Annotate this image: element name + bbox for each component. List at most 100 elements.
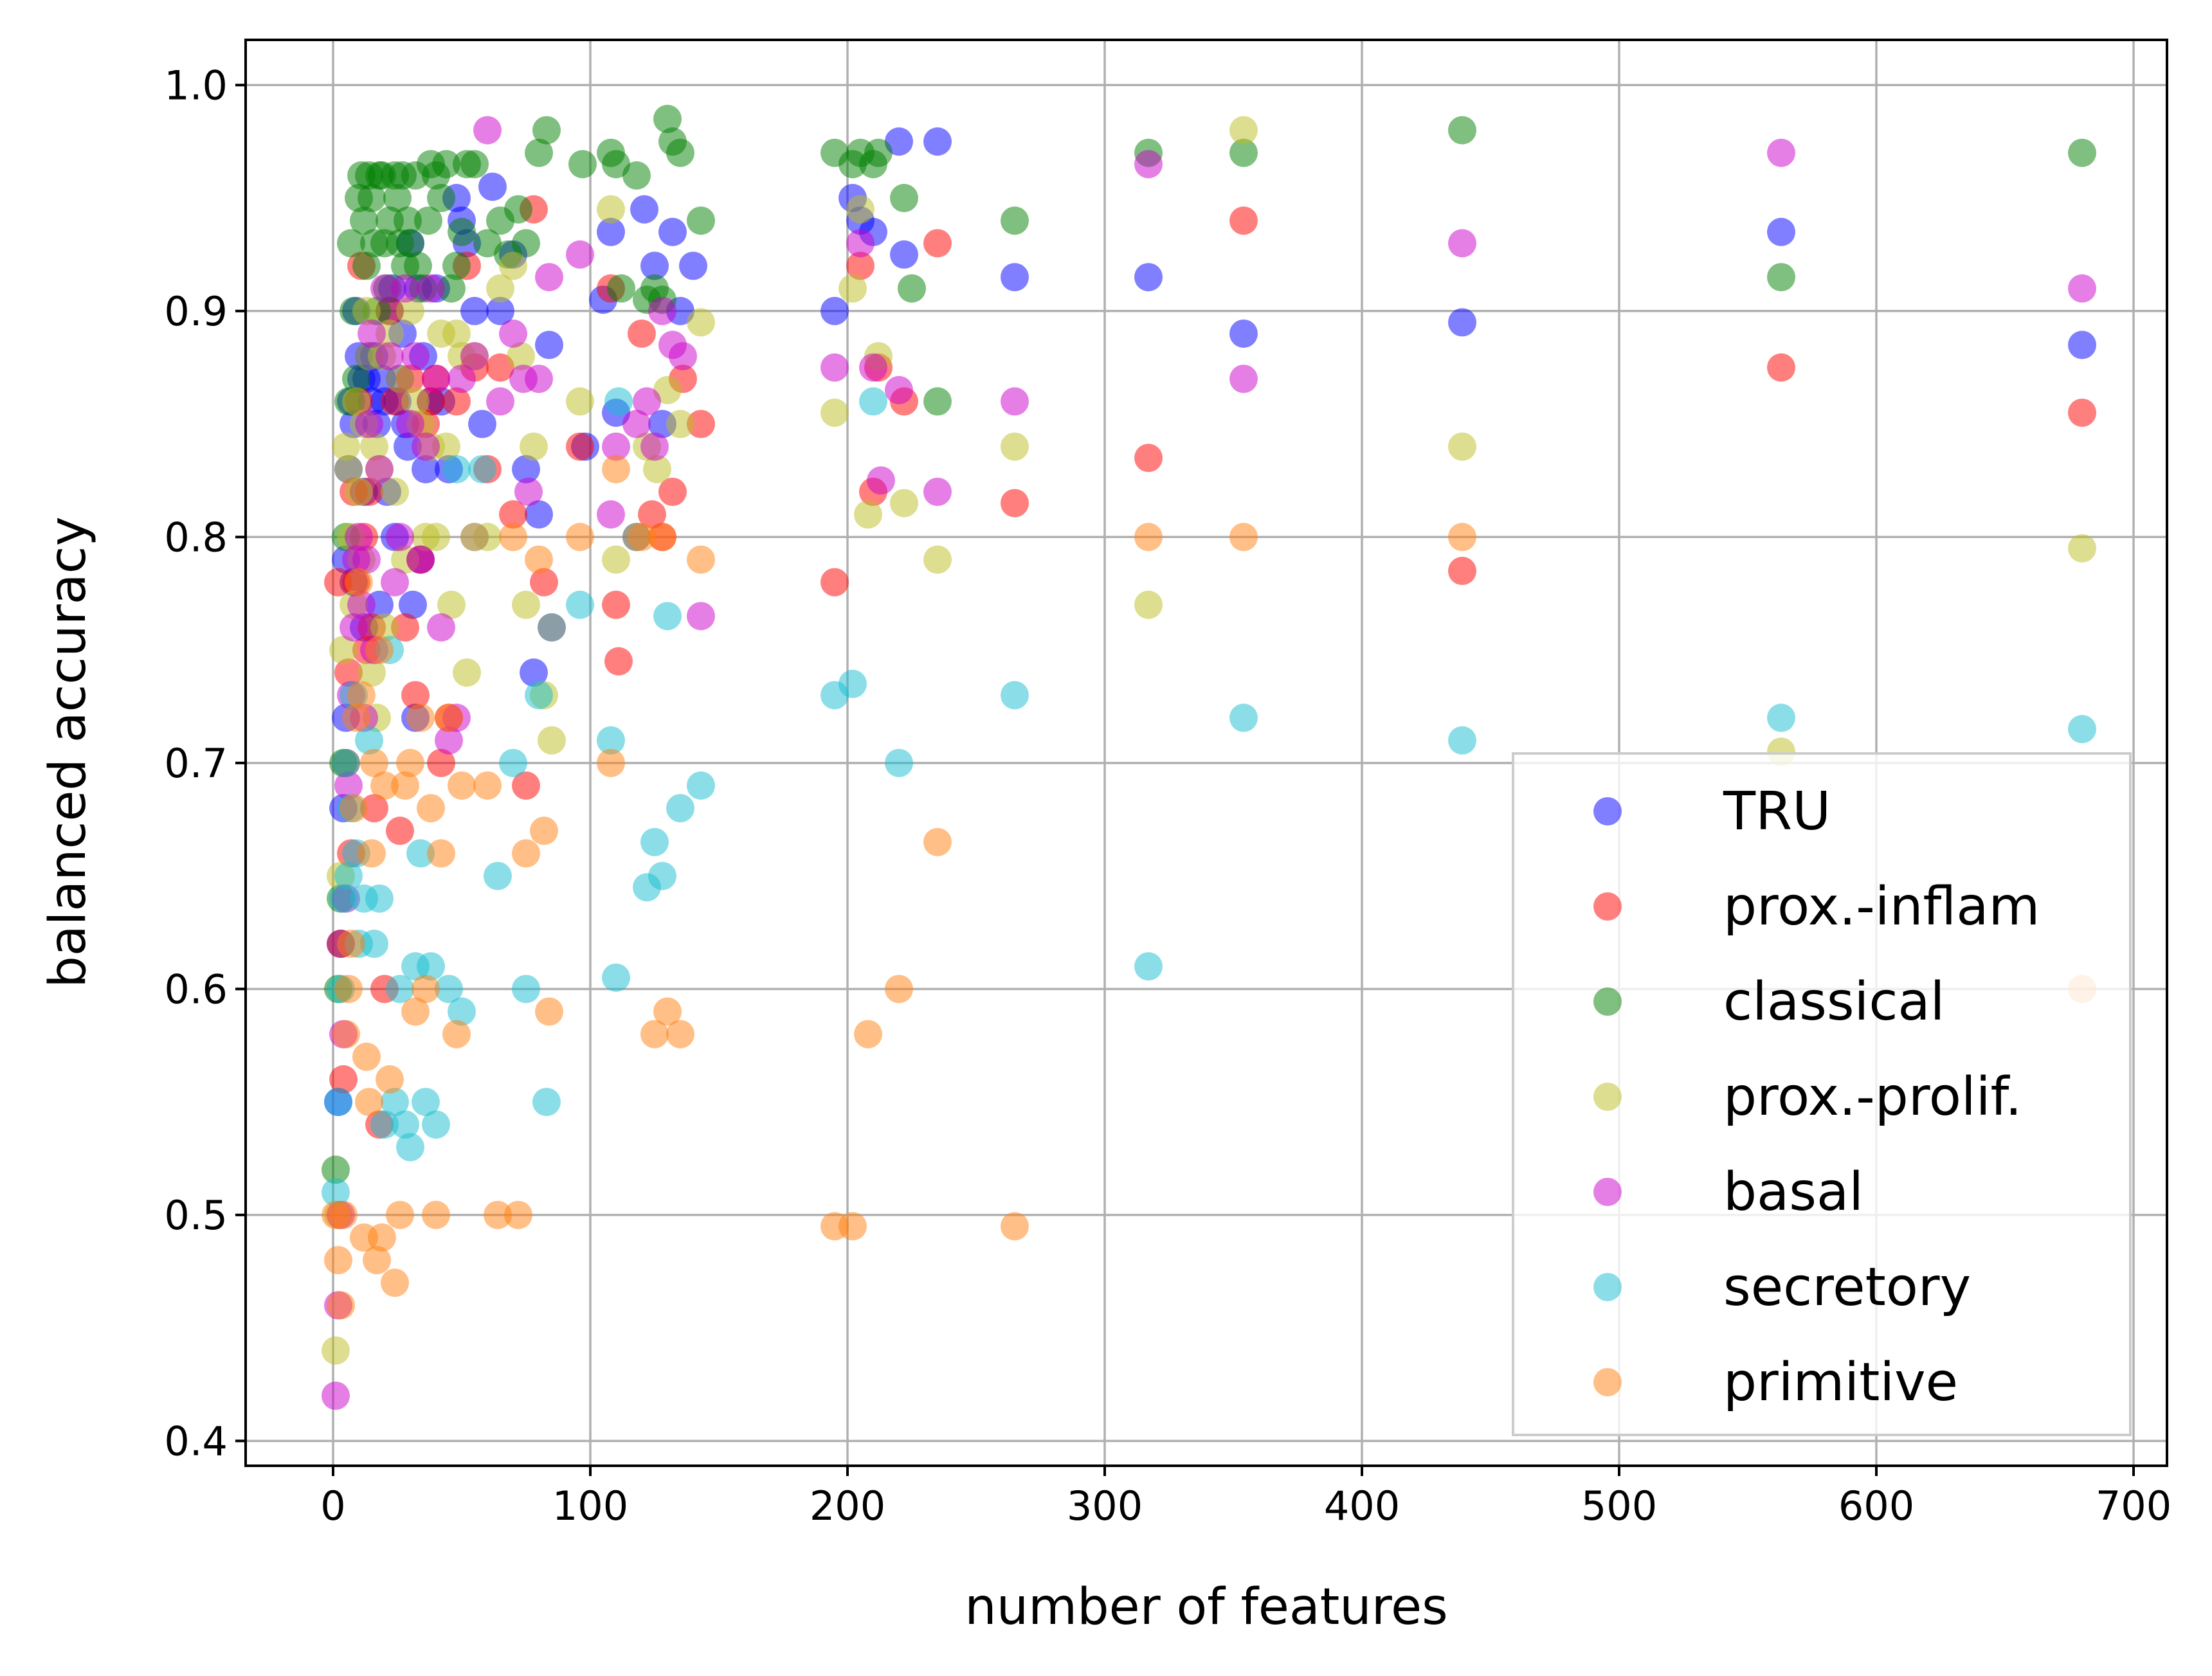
data-point (342, 703, 370, 732)
data-point (352, 545, 381, 574)
data-point (2068, 274, 2096, 303)
data-point (566, 523, 594, 552)
data-point (448, 217, 476, 246)
data-point (687, 206, 715, 235)
data-point (324, 1088, 352, 1117)
data-point (1767, 703, 1795, 732)
data-point (381, 387, 409, 416)
data-point (334, 455, 363, 483)
data-point (399, 590, 427, 619)
data-point (666, 138, 694, 167)
data-point (412, 432, 440, 461)
data-point (460, 523, 489, 552)
data-point (327, 1291, 355, 1320)
x-axis-label: number of features (965, 1578, 1447, 1636)
data-point (602, 150, 630, 179)
data-point (687, 410, 715, 438)
data-point (345, 478, 373, 507)
data-point (324, 1246, 352, 1275)
data-point (337, 930, 365, 959)
x-tick-label: 500 (1581, 1482, 1657, 1529)
data-point (514, 478, 543, 507)
data-point (329, 1200, 358, 1229)
y-tick-label: 1.0 (164, 62, 228, 109)
data-point (653, 105, 682, 134)
data-point (352, 251, 381, 280)
data-point (597, 726, 625, 755)
data-point (1448, 116, 1476, 145)
data-point (422, 1110, 450, 1139)
data-point (427, 613, 455, 642)
data-point (460, 296, 489, 325)
data-point (322, 1155, 350, 1184)
data-point (337, 229, 365, 258)
legend-label: TRU (1723, 781, 1831, 842)
data-point (1767, 217, 1795, 246)
data-point (422, 523, 450, 552)
data-point (386, 975, 414, 1004)
data-point (597, 195, 625, 224)
data-point (427, 184, 455, 213)
data-point (2068, 330, 2096, 359)
data-point (334, 861, 363, 890)
legend-label: basal (1723, 1162, 1863, 1223)
data-point (432, 432, 460, 461)
data-point (383, 184, 412, 213)
data-point (391, 1110, 419, 1139)
data-point (628, 319, 656, 348)
data-point (2068, 398, 2096, 427)
legend-label: prox.-inflam (1723, 876, 2040, 937)
data-point (453, 658, 481, 687)
data-point (566, 240, 594, 269)
data-point (923, 827, 952, 856)
data-point (687, 308, 715, 337)
data-point (322, 1382, 350, 1410)
y-tick-label: 0.8 (164, 514, 228, 561)
data-point (1448, 432, 1476, 461)
data-point (332, 748, 360, 777)
data-point (640, 827, 669, 856)
data-point (1001, 1212, 1029, 1241)
data-point (412, 455, 440, 483)
data-point (417, 274, 445, 303)
data-point (329, 636, 358, 665)
data-point (885, 748, 913, 777)
data-point (406, 839, 435, 868)
data-point (507, 342, 535, 371)
data-point (1001, 681, 1029, 710)
data-point (622, 410, 651, 438)
data-point (370, 613, 399, 642)
data-point (355, 1088, 383, 1117)
data-point (854, 500, 882, 529)
data-point (340, 613, 368, 642)
data-point (322, 1336, 350, 1365)
data-point (885, 127, 913, 156)
data-point (396, 748, 424, 777)
data-point (535, 330, 563, 359)
data-point (525, 545, 553, 574)
data-point (460, 150, 489, 179)
data-point (2068, 138, 2096, 167)
data-point (820, 568, 849, 597)
y-tick-label: 0.5 (164, 1192, 228, 1239)
data-point (442, 387, 471, 416)
data-point (417, 952, 445, 981)
data-point (687, 545, 715, 574)
data-point (499, 748, 527, 777)
legend-marker (1593, 1083, 1622, 1111)
data-point (898, 274, 926, 303)
data-point (345, 568, 373, 597)
x-tick-label: 600 (1838, 1482, 1914, 1529)
x-tick-label: 700 (2096, 1482, 2171, 1529)
data-point (401, 997, 430, 1026)
data-point (381, 1268, 409, 1297)
data-point (669, 342, 697, 371)
data-point (820, 353, 849, 382)
data-point (342, 387, 370, 416)
data-point (427, 839, 455, 868)
data-point (334, 975, 363, 1004)
data-point (381, 1088, 409, 1117)
data-point (365, 636, 394, 665)
data-point (1229, 703, 1258, 732)
data-point (1134, 150, 1163, 179)
